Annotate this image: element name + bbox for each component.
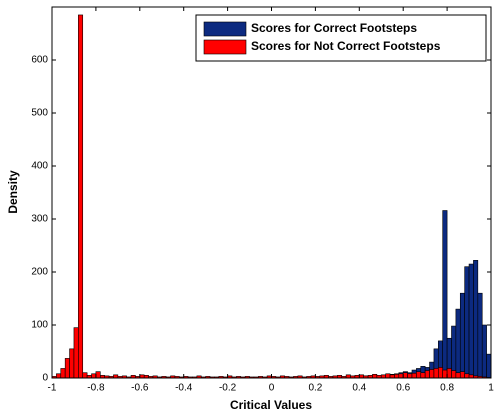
x-tick-label: 1: [488, 383, 494, 394]
histogram-bar: [82, 372, 88, 379]
histogram-bar: [407, 373, 413, 379]
histogram-bar: [385, 373, 391, 379]
y-tick-label: 400: [31, 161, 48, 172]
x-tick-label: 0: [269, 383, 275, 394]
x-tick-label: 0.2: [308, 383, 322, 394]
histogram-bar: [477, 292, 483, 379]
plot-area: [52, 7, 491, 378]
histogram-bar: [394, 373, 400, 379]
histogram-bar: [459, 292, 465, 379]
x-tick-label: -0.8: [87, 383, 105, 394]
histogram-bar: [451, 325, 457, 379]
histogram-bar: [455, 372, 461, 379]
histogram-bar: [442, 210, 448, 379]
y-tick-label: 500: [31, 108, 48, 119]
x-tick-label: -0.2: [219, 383, 237, 394]
histogram-bar: [442, 369, 448, 379]
histogram-bar: [424, 370, 430, 379]
histogram-bar: [78, 14, 84, 379]
histogram-bar: [455, 308, 461, 379]
legend-label: Scores for Correct Footsteps: [251, 21, 417, 35]
histogram-bar: [464, 266, 470, 379]
y-tick-label: 200: [31, 267, 48, 278]
x-axis-label: Critical Values: [230, 398, 312, 412]
y-tick-label: 300: [31, 214, 48, 225]
histogram-bar: [429, 369, 435, 379]
histogram-bar: [56, 373, 62, 379]
histogram-bar: [416, 371, 422, 379]
histogram-bar: [468, 263, 474, 379]
x-tick-label: 0.8: [440, 383, 454, 394]
histogram-bar: [464, 373, 470, 379]
histogram-bar: [481, 324, 487, 379]
y-axis-label: Density: [6, 170, 20, 214]
histogram-bar: [420, 372, 426, 379]
histogram-bar: [459, 371, 465, 379]
y-tick-label: 100: [31, 320, 48, 331]
histogram-bar: [95, 371, 101, 379]
histogram-bar: [438, 367, 444, 379]
histogram-bar: [433, 368, 439, 379]
legend-swatch: [203, 21, 247, 37]
histogram-bar: [451, 370, 457, 379]
y-tick-label: 600: [31, 55, 48, 66]
legend-label: Scores for Not Correct Footsteps: [251, 39, 441, 53]
histogram-bar: [69, 348, 75, 379]
x-tick-label: 0.6: [396, 383, 410, 394]
y-tick-label: 0: [42, 373, 48, 384]
histogram-bar: [64, 358, 70, 379]
x-tick-label: -0.4: [175, 383, 193, 394]
histogram-bar: [91, 373, 97, 379]
histogram-bar: [372, 373, 378, 379]
histogram-bar: [60, 368, 66, 379]
histogram-bar: [411, 372, 417, 379]
x-tick-label: -0.6: [131, 383, 149, 394]
histogram-bar: [486, 353, 492, 379]
histogram-bar: [473, 260, 479, 379]
histogram-bar: [446, 368, 452, 379]
histogram-bar: [398, 373, 404, 379]
histogram-bar: [73, 327, 79, 379]
histogram-bar: [402, 372, 408, 379]
x-tick-label: 0.4: [352, 383, 366, 394]
legend-swatch: [203, 39, 247, 55]
x-tick-label: -1: [48, 383, 57, 394]
